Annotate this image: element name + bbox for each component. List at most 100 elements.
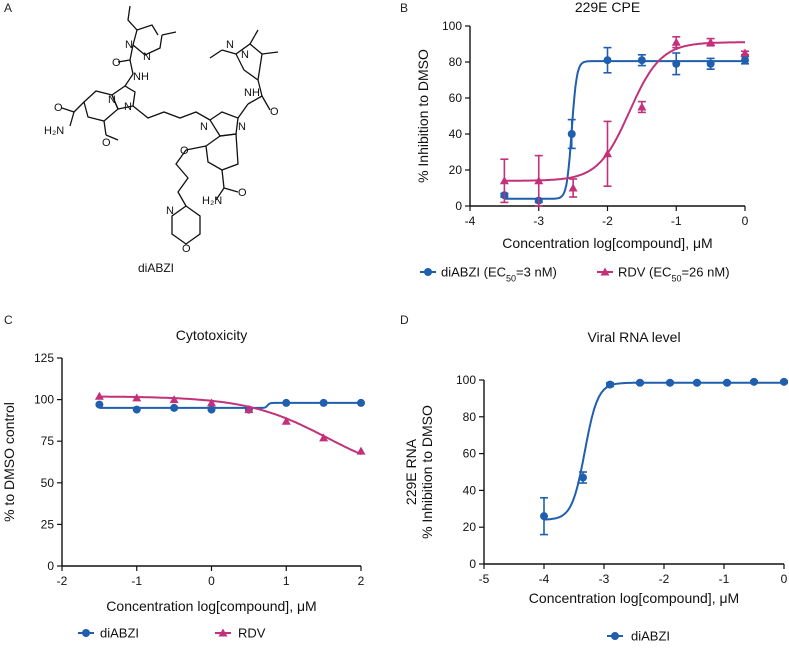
data-point [94, 391, 104, 400]
legend-marker [600, 267, 610, 276]
data-point [540, 512, 548, 521]
series-rdv [94, 391, 366, 456]
legend-label: RDV (EC50=26 nM) [618, 265, 730, 284]
chart-title: Cytotoxicity [176, 327, 248, 343]
x-tick-label: -2 [57, 574, 68, 588]
diabzi-structure: N N O NH N N O H₂N O N N O NH N N O N O … [44, 5, 279, 275]
x-tick-label: -3 [599, 572, 610, 586]
series-diabzi [500, 46, 749, 205]
data-point [740, 48, 750, 57]
data-point [693, 378, 701, 387]
data-point [780, 377, 788, 386]
x-tick-label: -2 [659, 572, 670, 586]
legend-suffix: =26 nM) [681, 265, 729, 280]
data-point [706, 59, 715, 68]
atom-o: O [54, 102, 63, 114]
data-point [636, 378, 644, 387]
legend-subscript: 50 [506, 274, 516, 284]
panel-letter-c: C [4, 313, 13, 327]
data-point [356, 446, 366, 455]
x-tick-label: -5 [479, 572, 490, 586]
data-point [207, 398, 216, 407]
series-rdv [499, 35, 750, 207]
x-axis-label: Concentration log[compound], μM [106, 598, 316, 614]
atom-n: N [200, 121, 208, 133]
data-point [282, 398, 291, 407]
atom-o: O [112, 57, 121, 69]
x-tick-label: -1 [131, 574, 142, 588]
data-point [671, 37, 681, 46]
y-tick-label: 100 [442, 19, 462, 33]
data-point [603, 149, 612, 158]
fit-curve [504, 41, 745, 182]
data-point [132, 405, 141, 414]
atom-o: O [270, 106, 279, 118]
x-tick-label: -1 [671, 214, 682, 228]
panel-letter-a: A [4, 1, 12, 15]
y-tick-label: 80 [449, 55, 463, 69]
atom-h2n: H₂N [202, 195, 222, 207]
data-point [567, 130, 576, 138]
data-point [132, 393, 142, 402]
data-point [319, 433, 329, 442]
x-tick-label: 0 [781, 572, 788, 586]
data-point [637, 56, 646, 65]
structure-atom-labels: N N O NH N N O H₂N O N N O NH N N O N O … [44, 39, 279, 255]
y-tick-label: 25 [41, 517, 55, 531]
y-tick-label: 80 [463, 410, 477, 424]
y-tick-label: 50 [41, 476, 55, 490]
atom-nh: NH [133, 71, 149, 83]
data-point [281, 416, 291, 425]
data-point [170, 403, 179, 412]
legend-label: RDV [238, 626, 266, 641]
chart-cytotoxicity: Cytotoxicity -2 -1 0 1 2 0 25 50 75 100 125 Concentr… [1, 327, 366, 641]
fit-curve [504, 60, 745, 200]
data-point [95, 400, 104, 409]
legend-label: diABZI [631, 629, 670, 644]
atom-n: N [241, 49, 249, 61]
series-diabzi [540, 377, 788, 536]
x-tick-label: -2 [602, 214, 613, 228]
atom-nh: NH [244, 87, 260, 99]
legend-marker [218, 628, 228, 637]
fit-curve [99, 401, 361, 409]
data-point [606, 380, 614, 389]
y-tick-label: 100 [456, 373, 476, 387]
y-axis-label: 229E RNA [403, 438, 419, 505]
data-point [319, 398, 328, 407]
y-axis-label-line-2: % Inhibition to DMSO [419, 405, 435, 539]
y-tick-label: 125 [34, 351, 54, 365]
atom-h2n: H₂N [44, 125, 64, 137]
y-tick-label: 100 [34, 393, 54, 407]
y-tick-label: 40 [463, 483, 477, 497]
y-tick-label: 0 [47, 559, 54, 573]
y-tick-label: 0 [469, 557, 476, 571]
atom-n: N [166, 205, 174, 217]
atom-o: O [182, 243, 191, 255]
panel-letter-d: D [400, 313, 409, 327]
chart-viral-rna-level: Viral RNA level -5 -4 -3 -2 -1 0 0 20 40 60 80 100 Co… [403, 329, 788, 644]
data-point [666, 378, 674, 387]
x-tick-label: 2 [358, 574, 365, 588]
data-point [750, 377, 758, 386]
x-tick-label: -4 [539, 572, 550, 586]
y-axis-label: % to DMSO control [1, 402, 17, 522]
legend-item-diabzi: diABZI [78, 626, 139, 641]
data-point [741, 56, 749, 65]
legend-item-diabzi: diABZI [607, 629, 670, 644]
y-tick-label: 20 [449, 163, 463, 177]
structure-bonds [61, 5, 279, 245]
legend-marker [82, 629, 90, 637]
data-point [534, 176, 544, 185]
x-tick-label: -1 [719, 572, 730, 586]
data-point [603, 56, 612, 65]
legend-marker [611, 632, 619, 640]
y-tick-label: 0 [455, 199, 462, 213]
data-point [499, 176, 509, 185]
legend-suffix: =3 nM) [516, 265, 557, 280]
data-point [723, 378, 731, 387]
chart-229e-cpe: 229E CPE -4 -3 -2 -1 0 0 20 40 60 80 100 Concentrati… [415, 0, 750, 284]
atom-n: N [143, 51, 151, 63]
data-point [637, 102, 647, 111]
